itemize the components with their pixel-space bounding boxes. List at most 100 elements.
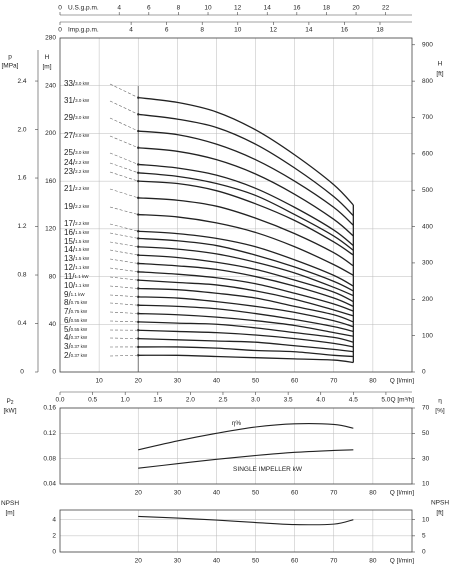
- y2-tick-label: 600: [422, 151, 433, 158]
- bottom-axis-tick-label: 4.5: [349, 397, 358, 404]
- curve-label: 11/1.1 kW: [64, 272, 89, 281]
- curve: [138, 279, 354, 317]
- bottom-axis-tick-label: 2.5: [218, 397, 227, 404]
- curve-label-power: 0.75 kW: [71, 309, 88, 314]
- y2-tick-label: 400: [422, 223, 433, 230]
- curve-label-power: 1.5 kW: [75, 247, 90, 252]
- leader-line: [109, 117, 139, 132]
- curve-start: [137, 345, 140, 349]
- y3-axis-unit: [MPa]: [2, 63, 19, 70]
- curve-label: 7/0.75 kW: [64, 307, 88, 316]
- curve: [138, 515, 354, 526]
- curve-label-stages: 29/: [64, 113, 76, 122]
- curve-label-stages: 27/: [64, 131, 76, 140]
- y2-axis-unit: [ft]: [436, 71, 443, 78]
- curve-label: 12/1.1 kW: [64, 263, 90, 272]
- curve: [138, 180, 354, 256]
- curve-label: 16/1.5 kW: [64, 228, 90, 237]
- plot-frame: [59, 37, 413, 373]
- leader-line: [109, 311, 139, 314]
- y2-axis-title: NPSH: [431, 500, 449, 507]
- bottom-axis-tick-label: 3.0: [251, 397, 260, 404]
- top-axis-tick-label: 12: [270, 27, 278, 34]
- y2-axis-unit: [%]: [435, 408, 445, 415]
- leader-line: [109, 267, 139, 273]
- y-axis-title: NPSH: [1, 500, 19, 507]
- curve-label-stages: 23/: [64, 167, 76, 176]
- plot-frame: [59, 407, 413, 485]
- curve-label-power: 2.2 kW: [75, 221, 90, 226]
- leader-line: [109, 302, 139, 306]
- curve-start: [137, 287, 140, 290]
- x-tick-label: 20: [135, 378, 143, 385]
- curve: [138, 230, 354, 287]
- y3-tick-label: 0.8: [17, 272, 26, 279]
- top-axis-tick-label: 14: [264, 5, 272, 12]
- curve-label-power: 1.1 kW: [71, 292, 86, 297]
- curve: [138, 246, 354, 297]
- leader-line: [109, 188, 139, 199]
- x-tick-label: 80: [369, 378, 377, 385]
- curve-start: [137, 213, 140, 216]
- curve-label: 31/3.0 kW: [64, 96, 90, 105]
- bottom-axis-tick-label: 5.0: [381, 397, 390, 404]
- curve-label-stages: 12/: [64, 263, 76, 272]
- top-axis-tick-label: 16: [293, 5, 301, 12]
- curve: [138, 197, 354, 267]
- curve-start: [137, 354, 140, 357]
- x-tick-label: 10: [95, 378, 103, 385]
- x-tick-label: 80: [369, 558, 377, 565]
- top-axis-tick-label: 0: [58, 27, 62, 34]
- curve-start: [137, 270, 140, 273]
- top-axis-tick-label: 20: [352, 5, 360, 12]
- x-tick-label: 70: [330, 558, 338, 565]
- curve-label: 9/1.1 kW: [64, 290, 85, 299]
- y-tick-label: 0.12: [43, 430, 56, 437]
- y3-axis-title: p: [8, 54, 12, 61]
- curve-label: 5/0.55 kW: [64, 325, 88, 334]
- curve-label-power: 1.5 kW: [75, 256, 90, 261]
- x-tick-label: 80: [369, 490, 377, 497]
- x-tick-label: 30: [174, 490, 182, 497]
- curve-label-stages: 14/: [64, 245, 76, 254]
- curve-label-power: 2.2 kW: [75, 160, 90, 165]
- y-tick-label: 0.04: [43, 481, 56, 488]
- curve-label: 33/3.0 kW: [64, 79, 90, 88]
- curve-label-stages: 8/: [64, 298, 71, 307]
- curve-label-power: 0.55 kW: [71, 327, 88, 332]
- curve: [138, 96, 354, 206]
- top-axis-tick-label: 6: [147, 5, 151, 12]
- x-tick-label: 30: [174, 558, 182, 565]
- y2-tick-label: 5: [422, 533, 426, 540]
- y3-tick-label: 2.0: [17, 126, 26, 133]
- x-tick-label: 70: [330, 490, 338, 497]
- curve-label: η%: [232, 420, 242, 427]
- curve-label-stages: 5/: [64, 325, 71, 334]
- curve-label-power: 3.0 kW: [75, 98, 90, 103]
- top-axis-tick-label: 8: [177, 5, 181, 12]
- bottom-axis-tick-label: 1.0: [121, 397, 130, 404]
- curve-label-stages: 19/: [64, 202, 76, 211]
- curve: [138, 172, 354, 251]
- curve-label-stages: 24/: [64, 158, 76, 167]
- leader-line: [109, 249, 139, 256]
- curve: [138, 337, 354, 353]
- curve-start: [137, 253, 140, 257]
- leader-line: [109, 241, 139, 248]
- bottom-axis-tick-label: 1.5: [153, 397, 162, 404]
- bottom-axis-tick-label: 2.0: [186, 397, 195, 404]
- x-tick-label: 60: [291, 378, 299, 385]
- bottom-axis-label: Q [m³/h]: [391, 397, 415, 404]
- curve-label-stages: 7/: [64, 307, 71, 316]
- leader-line: [109, 285, 139, 289]
- curve-label-stages: 25/: [64, 148, 76, 157]
- curve-label: 17/2.2 kW: [64, 219, 90, 228]
- leader-line: [109, 135, 139, 149]
- curve-label: 23/2.2 kW: [64, 167, 90, 176]
- y-tick-label: 0: [52, 549, 56, 556]
- x-tick-label: 20: [135, 490, 143, 497]
- x-tick-label: 40: [213, 490, 221, 497]
- leader-line: [109, 162, 139, 174]
- leader-line: [109, 232, 139, 239]
